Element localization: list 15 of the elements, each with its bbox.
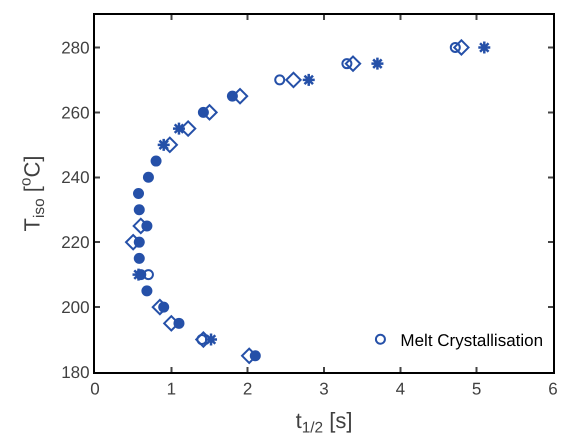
y-tick-label: 240: [61, 168, 90, 188]
x-tick-label: 1: [166, 379, 176, 398]
y-tick-label: 280: [61, 38, 90, 58]
x-tick-label: 5: [472, 379, 482, 398]
x-tick-label: 6: [548, 379, 558, 398]
x-tick-label: 4: [396, 379, 406, 398]
y-tick-label: 180: [61, 362, 90, 382]
x-tick-label: 0: [90, 379, 100, 398]
x-tick-label: 3: [319, 379, 329, 398]
x-axis-title: t$_{1/2}$ [s]: [296, 408, 352, 436]
y-tick-label: 200: [61, 298, 90, 318]
y-tick-label: 260: [61, 103, 90, 122]
x-tick-label: 2: [242, 379, 252, 398]
y-tick-label: 220: [61, 233, 90, 252]
legend-label: Melt Crystallisation: [400, 330, 544, 350]
